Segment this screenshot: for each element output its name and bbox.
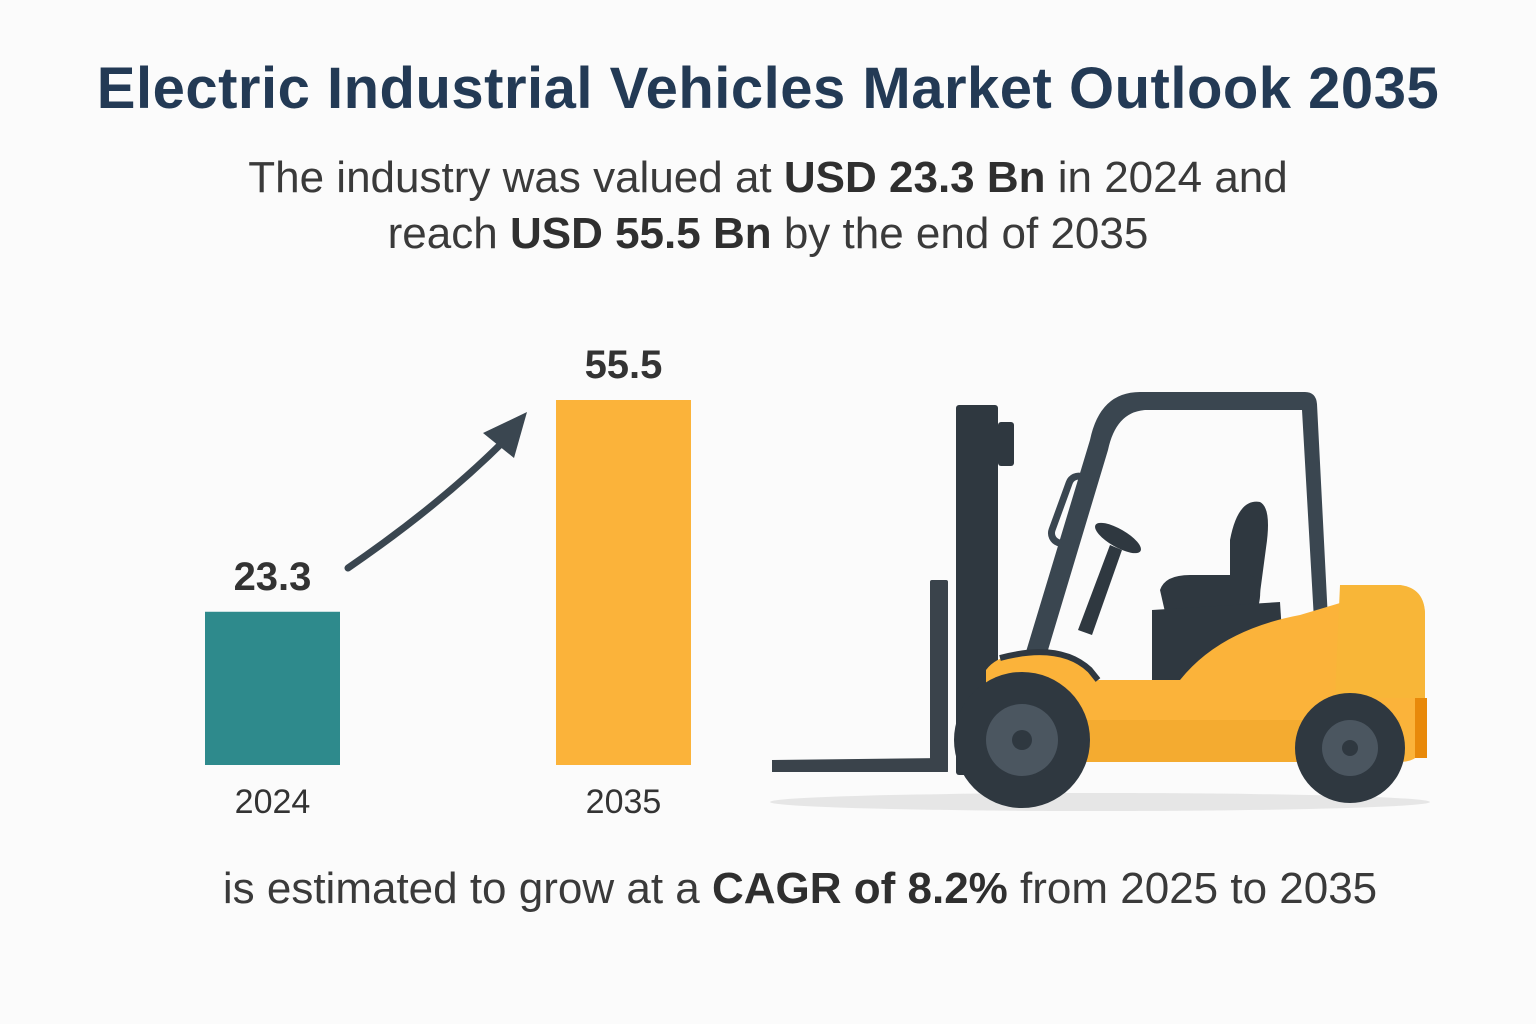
subtitle: The industry was valued at USD 23.3 Bn i… <box>0 150 1536 262</box>
cagr-highlight: CAGR of 8.2% <box>711 864 1008 913</box>
bar-value-label: 23.3 <box>234 555 312 599</box>
subtitle-text: by the end of 2035 <box>771 209 1149 258</box>
category-label: 2024 <box>235 783 311 821</box>
subtitle-line-1: The industry was valued at USD 23.3 Bn i… <box>0 150 1536 206</box>
page-title: Electric Industrial Vehicles Market Outl… <box>96 56 1440 121</box>
growth-arrow <box>344 436 509 572</box>
subtitle-line-2: reach USD 55.5 Bn by the end of 2035 <box>0 206 1536 262</box>
cagr-text: is estimated to grow at a <box>222 864 712 913</box>
bar-2024 <box>205 611 340 765</box>
growth-arrow-head <box>483 412 527 458</box>
subtitle-text: reach <box>387 209 510 258</box>
cagr-statement: is estimated to grow at a CAGR of 8.2% f… <box>100 864 1500 914</box>
subtitle-text: in 2024 and <box>1045 153 1288 202</box>
category-label: 2035 <box>586 783 662 821</box>
subtitle-text: The industry was valued at <box>248 153 784 202</box>
bar-chart: 23.3 2024 55.5 2035 <box>205 343 691 821</box>
value-2035-highlight: USD 55.5 Bn <box>509 209 772 258</box>
bar-value-label: 55.5 <box>585 343 663 387</box>
bar-2035 <box>556 400 691 765</box>
forklift-icon <box>770 392 1430 811</box>
value-2024-highlight: USD 23.3 Bn <box>783 153 1046 202</box>
cagr-text: from 2025 to 2035 <box>1007 864 1378 913</box>
